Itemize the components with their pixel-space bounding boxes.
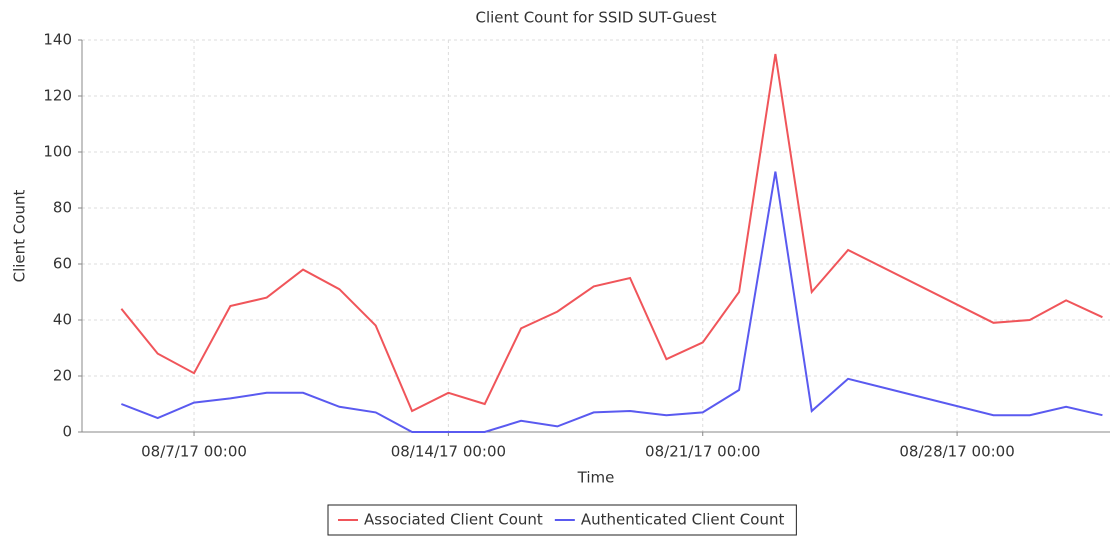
- x-tick-label: 08/28/17 00:00: [899, 443, 1014, 461]
- legend-label: Authenticated Client Count: [581, 511, 785, 529]
- x-tick-label: 08/7/17 00:00: [141, 443, 247, 461]
- y-tick-label: 120: [43, 87, 72, 105]
- y-axis-label: Client Count: [11, 190, 29, 283]
- y-tick-label: 100: [43, 143, 72, 161]
- x-tick-label: 08/14/17 00:00: [391, 443, 506, 461]
- y-tick-label: 40: [53, 311, 72, 329]
- y-tick-label: 20: [53, 367, 72, 385]
- y-tick-label: 80: [53, 199, 72, 217]
- x-axis-label: Time: [577, 469, 615, 487]
- legend-label: Associated Client Count: [364, 511, 543, 529]
- y-tick-label: 0: [62, 423, 72, 441]
- chart-title: Client Count for SSID SUT-Guest: [476, 9, 717, 27]
- series-line: [120, 53, 1103, 413]
- series-line: [121, 171, 1103, 433]
- y-tick-label: 140: [43, 31, 72, 49]
- x-tick-label: 08/21/17 00:00: [645, 443, 760, 461]
- y-tick-label: 60: [53, 255, 72, 273]
